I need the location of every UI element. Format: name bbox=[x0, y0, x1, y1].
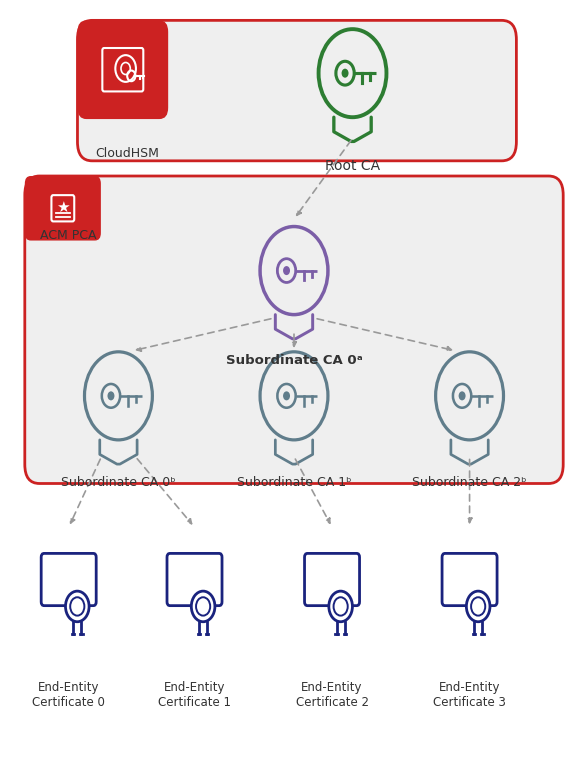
Circle shape bbox=[329, 591, 352, 622]
Circle shape bbox=[191, 591, 215, 622]
Text: End-Entity
Certificate 3: End-Entity Certificate 3 bbox=[433, 681, 506, 709]
FancyBboxPatch shape bbox=[78, 21, 168, 119]
FancyBboxPatch shape bbox=[167, 553, 222, 606]
Text: Subordinate CA 0ᵇ: Subordinate CA 0ᵇ bbox=[61, 476, 176, 489]
Text: End-Entity
Certificate 0: End-Entity Certificate 0 bbox=[32, 681, 105, 709]
Text: End-Entity
Certificate 2: End-Entity Certificate 2 bbox=[296, 681, 369, 709]
Text: Root CA: Root CA bbox=[325, 159, 380, 173]
FancyBboxPatch shape bbox=[25, 176, 101, 241]
Circle shape bbox=[459, 392, 466, 400]
Text: Subordinate CA 2ᵇ: Subordinate CA 2ᵇ bbox=[412, 476, 527, 489]
Text: Subordinate CA 1ᵇ: Subordinate CA 1ᵇ bbox=[237, 476, 351, 489]
Circle shape bbox=[283, 392, 290, 400]
Circle shape bbox=[342, 69, 349, 78]
FancyBboxPatch shape bbox=[41, 553, 96, 606]
Text: ★: ★ bbox=[56, 200, 69, 215]
FancyBboxPatch shape bbox=[25, 176, 563, 484]
Circle shape bbox=[108, 392, 115, 400]
Circle shape bbox=[466, 591, 490, 622]
FancyBboxPatch shape bbox=[78, 21, 516, 161]
Circle shape bbox=[65, 591, 89, 622]
FancyBboxPatch shape bbox=[442, 553, 497, 606]
Circle shape bbox=[283, 266, 290, 275]
Text: CloudHSM: CloudHSM bbox=[95, 147, 159, 160]
Text: Subordinate CA 0ᵃ: Subordinate CA 0ᵃ bbox=[226, 354, 362, 367]
FancyBboxPatch shape bbox=[305, 553, 359, 606]
Text: ACM PCA: ACM PCA bbox=[41, 229, 97, 242]
Text: End-Entity
Certificate 1: End-Entity Certificate 1 bbox=[158, 681, 231, 709]
